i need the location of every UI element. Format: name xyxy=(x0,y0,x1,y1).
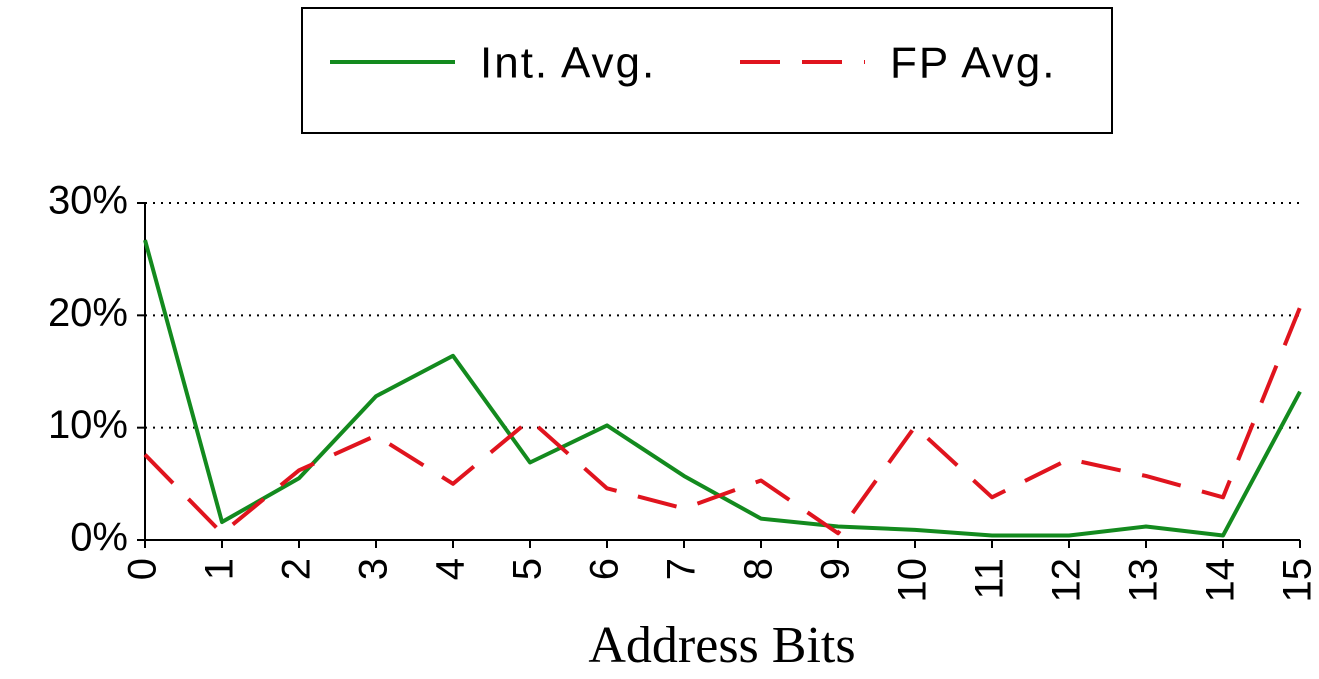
x-tick-label: 0 xyxy=(121,558,165,580)
x-tick-label: 12 xyxy=(1045,558,1089,603)
legend-box xyxy=(301,7,1113,134)
x-tick-label: 1 xyxy=(198,558,242,580)
x-tick-label: 5 xyxy=(506,558,550,580)
x-tick-label: 8 xyxy=(737,558,781,580)
y-tick-label: 30% xyxy=(48,179,128,223)
legend-label: FP Avg. xyxy=(890,39,1056,88)
x-tick-label: 10 xyxy=(891,558,935,603)
x-tick-label: 9 xyxy=(814,558,858,580)
x-axis-title: Address Bits xyxy=(588,617,855,674)
series-line xyxy=(143,306,1302,536)
x-tick-label: 4 xyxy=(429,558,473,580)
legend-label: Int. Avg. xyxy=(480,39,656,88)
x-tick-label: 3 xyxy=(352,558,396,580)
x-tick-label: 2 xyxy=(275,558,319,580)
x-tick-label: 14 xyxy=(1199,558,1243,603)
x-tick-label: 6 xyxy=(583,558,627,580)
x-tick-label: 7 xyxy=(660,558,704,580)
x-tick-label: 13 xyxy=(1122,558,1166,603)
series-line xyxy=(143,239,1302,538)
y-tick-label: 10% xyxy=(48,403,128,447)
y-tick-label: 20% xyxy=(48,291,128,335)
x-tick-label: 15 xyxy=(1276,558,1319,603)
y-tick-label: 0% xyxy=(70,516,128,560)
x-tick-label: 11 xyxy=(968,558,1012,600)
